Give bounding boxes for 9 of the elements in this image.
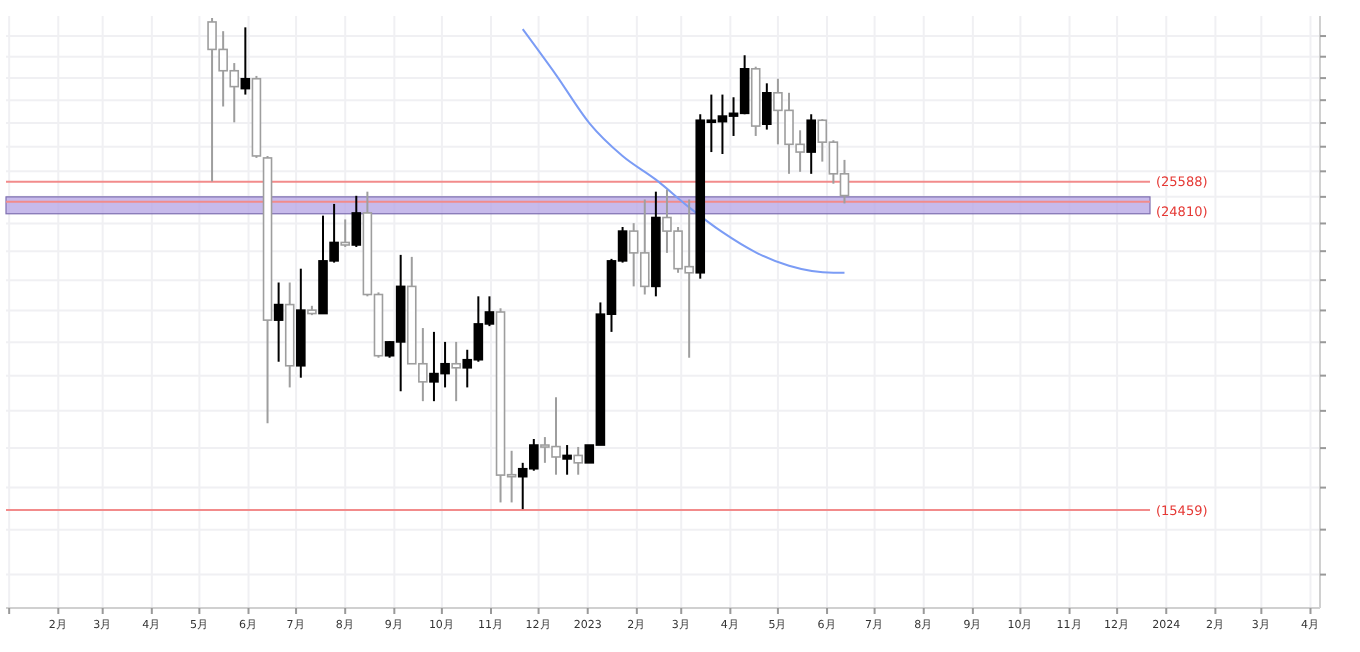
- candlestick: [562, 444, 572, 476]
- candlestick: [762, 82, 772, 131]
- candlestick: [451, 340, 461, 403]
- candlestick: [273, 281, 284, 363]
- candlestick: [351, 194, 362, 248]
- candlestick: [573, 445, 583, 476]
- candlestick: [340, 218, 350, 248]
- candlestick: [240, 26, 251, 96]
- candlestick: [806, 113, 816, 175]
